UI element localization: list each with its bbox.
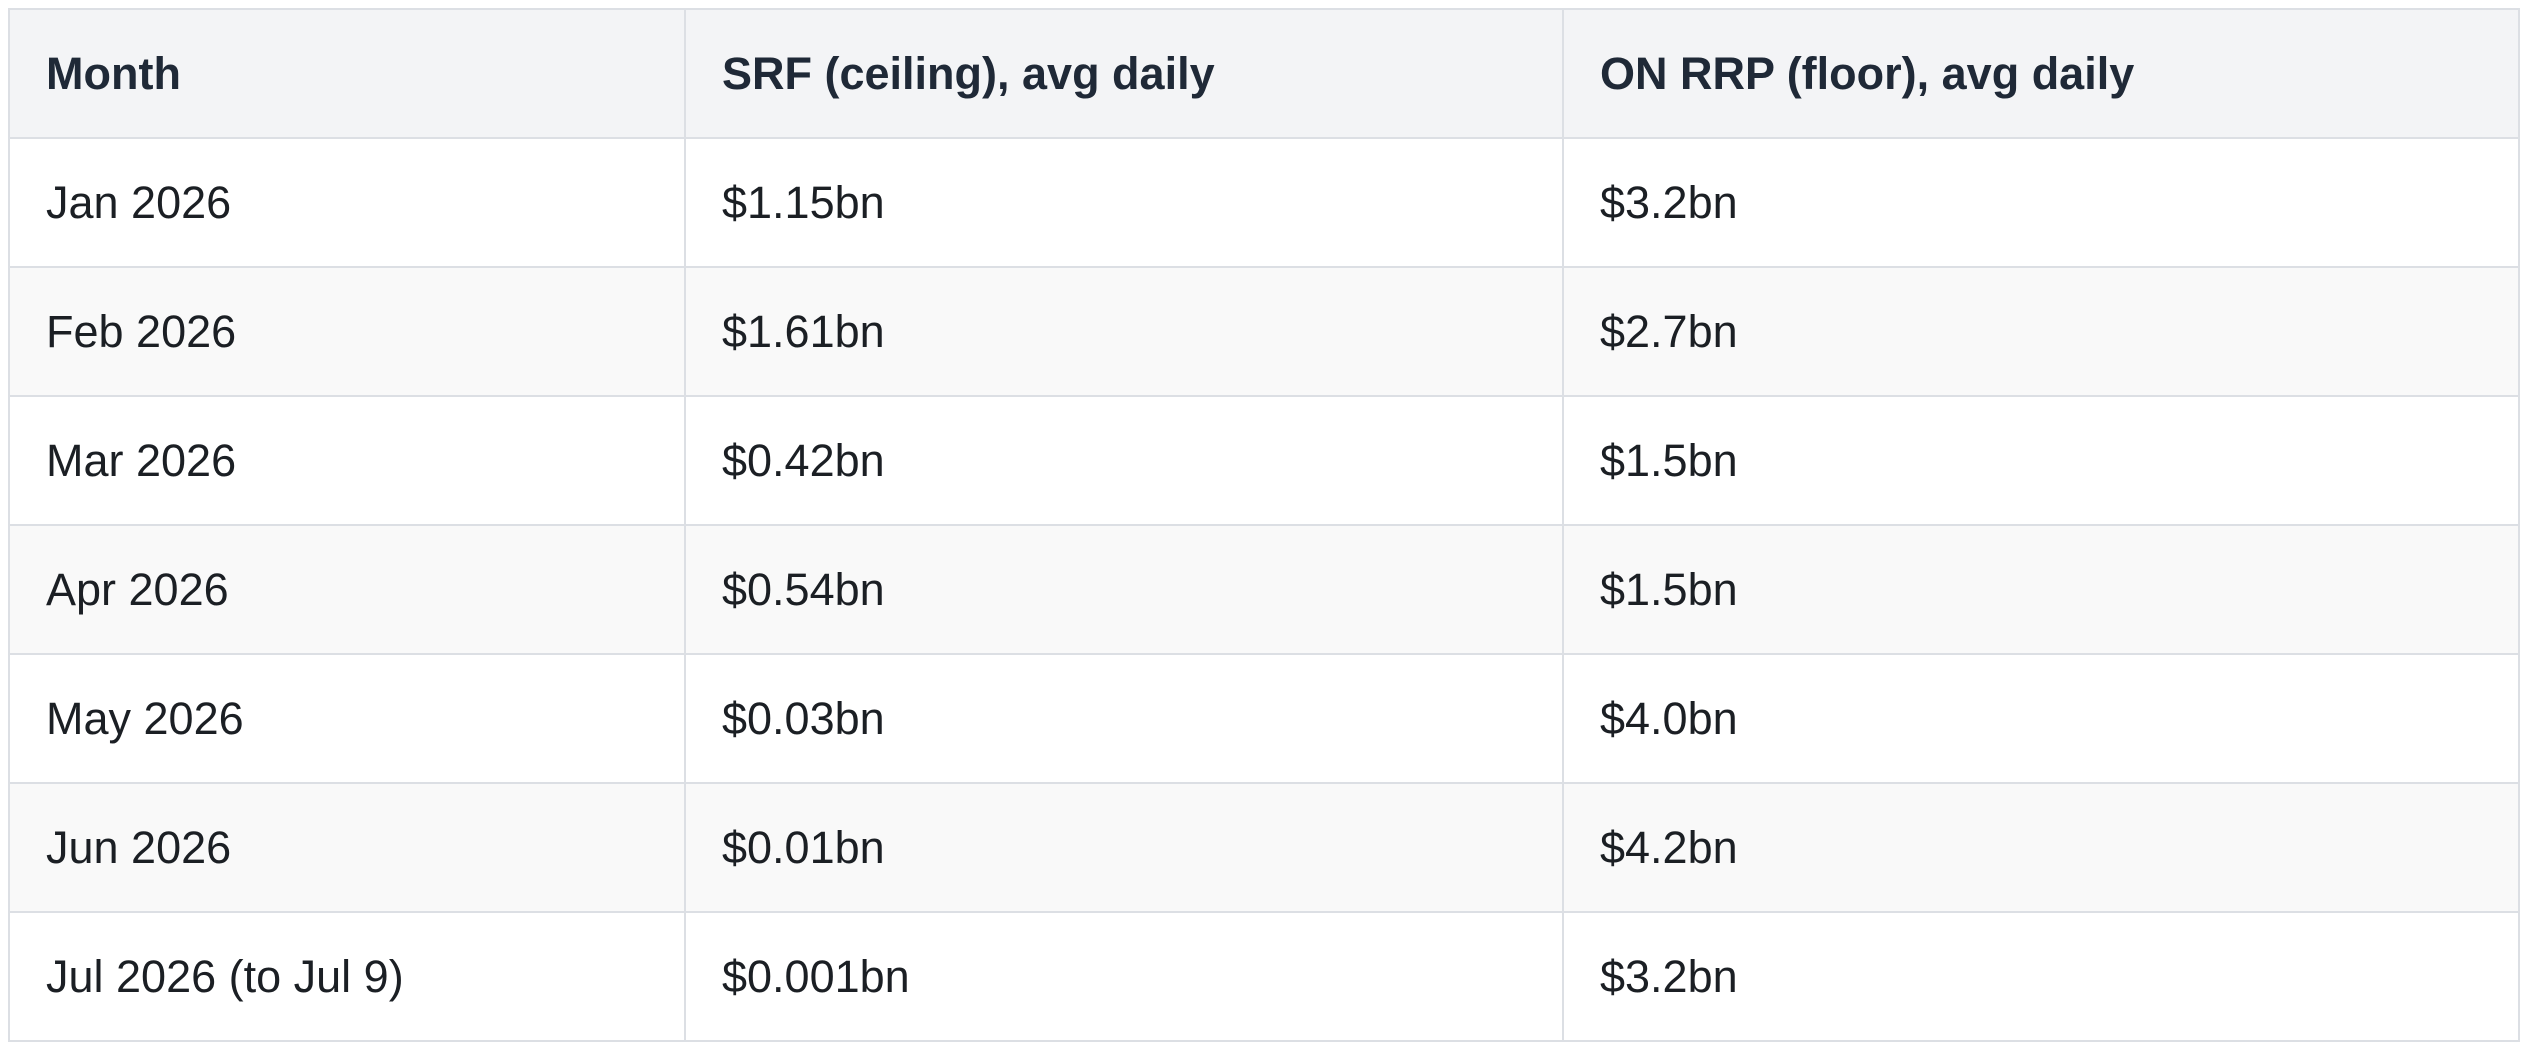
table-row: Apr 2026 $0.54bn $1.5bn xyxy=(8,524,2520,655)
cell-srf: $0.42bn xyxy=(684,395,1564,526)
cell-on-rrp: $1.5bn xyxy=(1562,395,2520,526)
table-row: Jan 2026 $1.15bn $3.2bn xyxy=(8,137,2520,268)
cell-month: May 2026 xyxy=(8,653,686,784)
column-header-srf: SRF (ceiling), avg daily xyxy=(684,8,1564,139)
cell-month: Mar 2026 xyxy=(8,395,686,526)
cell-srf: $0.01bn xyxy=(684,782,1564,913)
table-body: Jan 2026 $1.15bn $3.2bn Feb 2026 $1.61bn… xyxy=(8,137,2520,1042)
table-header: Month SRF (ceiling), avg daily ON RRP (f… xyxy=(8,8,2520,139)
cell-month: Apr 2026 xyxy=(8,524,686,655)
table-row: Feb 2026 $1.61bn $2.7bn xyxy=(8,266,2520,397)
cell-on-rrp: $4.2bn xyxy=(1562,782,2520,913)
table-header-row: Month SRF (ceiling), avg daily ON RRP (f… xyxy=(8,8,2520,139)
cell-month: Jun 2026 xyxy=(8,782,686,913)
cell-on-rrp: $3.2bn xyxy=(1562,137,2520,268)
cell-srf: $0.54bn xyxy=(684,524,1564,655)
table-row: Jul 2026 (to Jul 9) $0.001bn $3.2bn xyxy=(8,911,2520,1042)
table-row: Jun 2026 $0.01bn $4.2bn xyxy=(8,782,2520,913)
cell-on-rrp: $1.5bn xyxy=(1562,524,2520,655)
column-header-month: Month xyxy=(8,8,686,139)
table-row: Mar 2026 $0.42bn $1.5bn xyxy=(8,395,2520,526)
cell-month: Jan 2026 xyxy=(8,137,686,268)
cell-srf: $1.15bn xyxy=(684,137,1564,268)
cell-on-rrp: $2.7bn xyxy=(1562,266,2520,397)
cell-srf: $1.61bn xyxy=(684,266,1564,397)
facility-usage-table: Month SRF (ceiling), avg daily ON RRP (f… xyxy=(8,8,2520,1042)
table-row: May 2026 $0.03bn $4.0bn xyxy=(8,653,2520,784)
cell-on-rrp: $3.2bn xyxy=(1562,911,2520,1042)
cell-month: Feb 2026 xyxy=(8,266,686,397)
cell-on-rrp: $4.0bn xyxy=(1562,653,2520,784)
column-header-on-rrp: ON RRP (floor), avg daily xyxy=(1562,8,2520,139)
cell-srf: $0.001bn xyxy=(684,911,1564,1042)
facility-usage-table-container: Month SRF (ceiling), avg daily ON RRP (f… xyxy=(8,8,2520,1042)
cell-month: Jul 2026 (to Jul 9) xyxy=(8,911,686,1042)
cell-srf: $0.03bn xyxy=(684,653,1564,784)
